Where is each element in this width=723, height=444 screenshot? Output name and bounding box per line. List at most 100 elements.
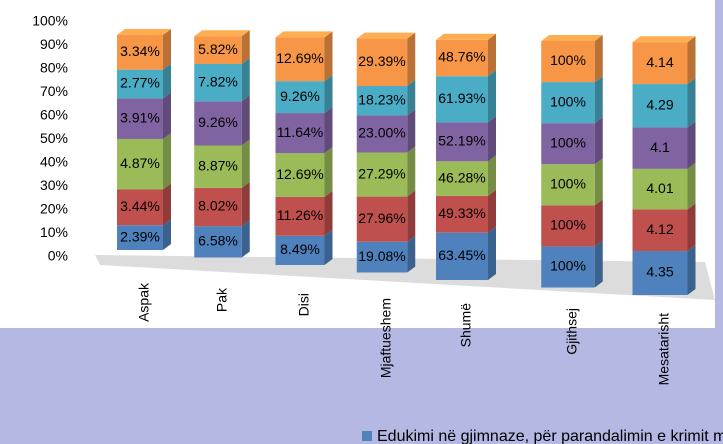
data-label: 5.82% xyxy=(198,41,238,57)
data-label: 4.29 xyxy=(646,96,673,112)
bar-front xyxy=(275,81,325,114)
bar-front xyxy=(632,42,688,85)
bar-side xyxy=(241,95,250,146)
bar-top xyxy=(194,30,250,37)
bar-front xyxy=(541,123,595,165)
data-label: 100% xyxy=(550,134,586,150)
data-label: 63.45% xyxy=(438,247,485,263)
data-label: 29.39% xyxy=(358,53,405,69)
bar-segment xyxy=(632,78,696,128)
bar-segment xyxy=(632,203,696,252)
bar-side xyxy=(241,139,250,188)
bar-segment xyxy=(541,199,603,247)
bar-front xyxy=(541,205,595,247)
y-tick-label: 50% xyxy=(40,130,68,146)
bar-side xyxy=(687,78,696,128)
x-tick-label: Aspak xyxy=(136,282,152,322)
data-label: 6.58% xyxy=(198,233,238,249)
bar-side xyxy=(163,219,171,250)
bar-front xyxy=(194,226,242,258)
data-label: 18.23% xyxy=(358,91,405,107)
bar-front xyxy=(436,39,488,77)
bar-side xyxy=(687,162,696,210)
bar-segment xyxy=(275,75,333,114)
bar-front xyxy=(117,189,163,226)
data-label: 3.34% xyxy=(120,43,160,59)
bar-side xyxy=(594,158,603,206)
bar-segment xyxy=(194,30,250,64)
data-label: 27.96% xyxy=(358,210,405,226)
bar-front xyxy=(194,101,242,146)
data-label: 4.14 xyxy=(646,54,673,70)
bar-front xyxy=(356,86,408,116)
bar-segment xyxy=(356,146,416,197)
bar-segment xyxy=(632,36,696,85)
data-label: 3.91% xyxy=(120,109,160,125)
bar-segment xyxy=(541,240,603,288)
bar-front xyxy=(541,246,595,288)
bar-front xyxy=(436,195,488,233)
bar-side xyxy=(163,132,171,190)
bar-side xyxy=(241,57,250,102)
data-label: 100% xyxy=(550,52,586,68)
bar-front xyxy=(275,196,325,236)
bar-front xyxy=(632,209,688,252)
y-tick-label: 10% xyxy=(40,224,68,240)
bar-front xyxy=(194,187,242,227)
data-label: 4.12 xyxy=(646,221,673,237)
bar-segment xyxy=(117,219,171,250)
bar-front xyxy=(632,251,688,295)
bar-side xyxy=(488,70,496,123)
y-tick-label: 0% xyxy=(48,248,68,264)
bar-segment xyxy=(275,31,333,82)
data-label: 11.64% xyxy=(277,124,323,140)
y-tick-label: 100% xyxy=(32,13,68,29)
data-label: 9.26% xyxy=(198,114,238,130)
bar-front xyxy=(356,115,408,153)
bar-side xyxy=(687,245,696,295)
data-label: 52.19% xyxy=(438,133,485,149)
bar-segment xyxy=(356,190,416,242)
bar-side xyxy=(594,35,603,83)
bar-side xyxy=(163,183,171,226)
data-label: 100% xyxy=(550,175,586,191)
bar-segment xyxy=(194,57,250,102)
bar-segment xyxy=(436,116,496,162)
x-tick-label: Gjithsej xyxy=(564,308,580,355)
bar-segment xyxy=(632,162,696,210)
bar-side xyxy=(488,226,496,280)
bar-top xyxy=(117,29,171,35)
bar-front xyxy=(117,225,163,250)
y-tick-label: 30% xyxy=(40,177,68,193)
bar-side xyxy=(488,155,496,196)
data-label: 12.69% xyxy=(276,166,323,182)
bar-front xyxy=(117,138,163,190)
bar-front xyxy=(275,113,325,154)
bar-front xyxy=(117,98,163,139)
bar-side xyxy=(163,63,171,99)
bar-top xyxy=(436,33,496,40)
bar-side xyxy=(407,32,416,87)
bar-side xyxy=(488,116,496,162)
bar-segment xyxy=(436,189,496,233)
bar-segment xyxy=(117,183,171,226)
bar-front xyxy=(632,127,688,169)
data-label: 2.77% xyxy=(120,75,160,91)
bar-segment xyxy=(541,35,603,83)
bar-front xyxy=(117,35,163,70)
bar-side xyxy=(594,240,603,288)
bar-segment xyxy=(275,107,333,154)
bar-front xyxy=(356,152,408,197)
data-label: 48.76% xyxy=(438,49,485,65)
data-label: 46.28% xyxy=(438,169,485,185)
bar-front xyxy=(275,37,325,82)
bar-segment xyxy=(436,155,496,196)
data-label: 49.33% xyxy=(438,205,485,221)
data-label: 8.02% xyxy=(198,198,238,214)
bar-side xyxy=(594,117,603,165)
y-tick-label: 80% xyxy=(40,60,68,76)
bar-segment xyxy=(117,29,171,70)
bar-side xyxy=(241,181,250,227)
bar-top xyxy=(356,32,416,39)
